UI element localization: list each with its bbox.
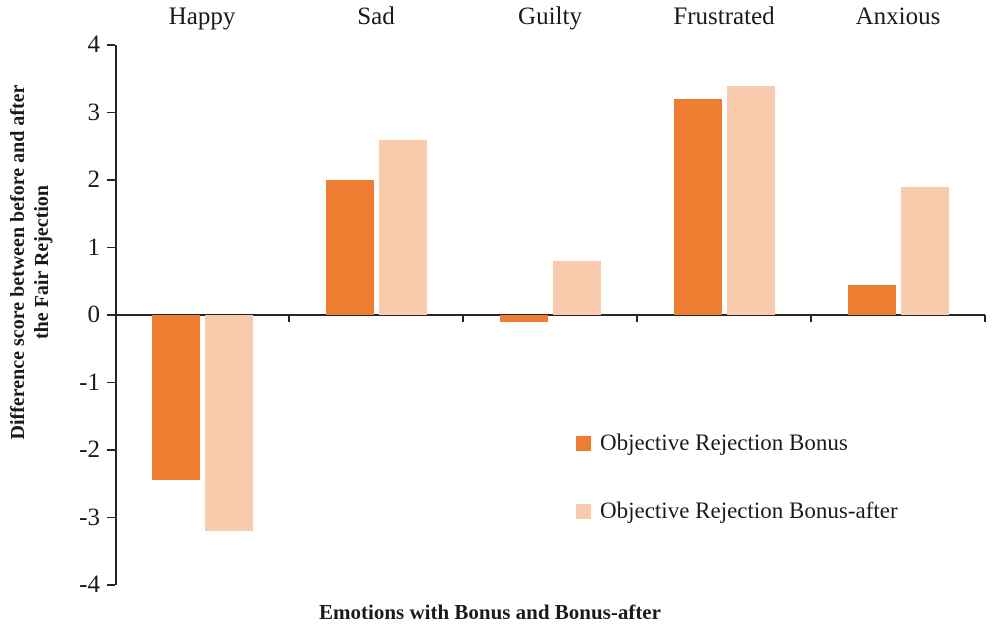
bar-series-0-frustrated	[673, 99, 722, 315]
bar-series-0-happy	[151, 315, 200, 481]
y-tick-mark	[107, 246, 115, 249]
legend-label: Objective Rejection Bonus	[600, 430, 848, 455]
x-axis-title: Emotions with Bonus and Bonus-after	[319, 600, 661, 624]
y-tick-mark	[107, 314, 115, 316]
y-tick-label: 4	[87, 31, 101, 58]
y-tick-mark	[107, 179, 115, 181]
y-tick-mark	[107, 584, 115, 586]
bar-series-1-guilty	[552, 261, 601, 315]
bar-series-1-happy	[204, 315, 253, 531]
x-tick-mark	[462, 315, 464, 322]
y-tick-label: 1	[87, 233, 101, 261]
bar-series-1-frustrated	[726, 85, 775, 315]
legend-swatch	[576, 435, 591, 451]
bar-series-0-anxious	[847, 284, 896, 315]
x-tick-mark	[288, 315, 290, 322]
bar-series-0-guilty	[499, 315, 548, 322]
y-tick-mark	[107, 449, 115, 451]
category-label: Anxious	[855, 3, 941, 30]
category-label: Guilty	[518, 3, 582, 30]
category-label: Sad	[357, 3, 395, 30]
x-axis-line	[115, 314, 985, 316]
y-tick-mark	[107, 381, 115, 384]
bar-series-0-sad	[325, 180, 374, 315]
bar-series-1-sad	[378, 139, 427, 315]
y-tick-label: -4	[79, 571, 100, 598]
legend-item: Objective Rejection Bonus-after	[576, 498, 898, 524]
legend-item: Objective Rejection Bonus	[576, 430, 898, 456]
y-tick-label: -2	[79, 436, 100, 463]
y-tick-label: -3	[79, 503, 100, 531]
y-tick-label: -1	[79, 368, 100, 396]
category-label: Frustrated	[673, 3, 775, 30]
x-tick-mark	[636, 315, 638, 322]
y-tick-label: 3	[87, 98, 101, 126]
chart-legend: Objective Rejection Bonus Objective Rejec…	[576, 430, 898, 566]
bar-series-1-anxious	[900, 186, 949, 315]
category-label: Happy	[168, 3, 236, 30]
x-tick-mark	[984, 315, 986, 322]
y-tick-mark	[107, 516, 115, 519]
y-tick-label: 2	[87, 166, 101, 193]
y-tick-mark	[107, 111, 115, 114]
y-tick-label: 0	[87, 301, 101, 328]
legend-swatch	[576, 503, 591, 519]
legend-label: Objective Rejection Bonus-after	[600, 498, 898, 523]
x-tick-mark	[810, 315, 812, 322]
y-tick-mark	[107, 44, 115, 46]
